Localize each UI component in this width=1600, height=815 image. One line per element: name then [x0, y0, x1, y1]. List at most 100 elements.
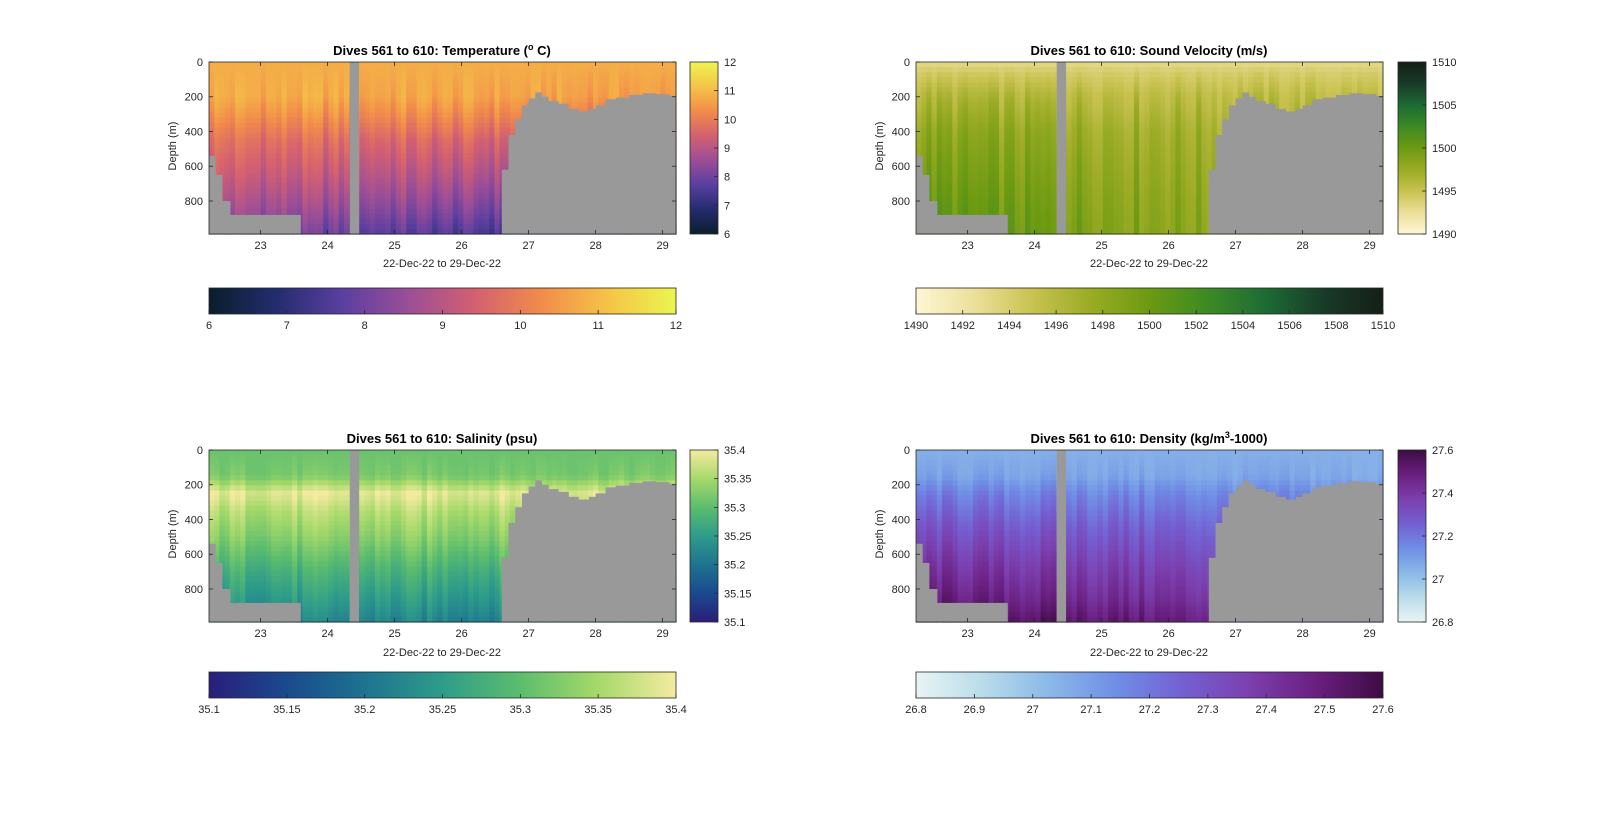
data-cell — [338, 132, 345, 139]
data-cell — [343, 87, 350, 93]
data-cell — [416, 142, 423, 149]
data-cell — [921, 102, 927, 109]
data-cell — [634, 67, 641, 73]
data-cell — [941, 178, 948, 185]
data-cell — [442, 223, 449, 230]
data-cell — [468, 112, 475, 119]
data-cell — [665, 62, 672, 68]
data-cell — [1009, 178, 1016, 185]
data-cell — [494, 193, 501, 200]
data-cell — [1040, 213, 1047, 220]
data-cell — [1133, 67, 1140, 73]
data-cell — [250, 97, 257, 104]
data-cell — [292, 193, 298, 200]
data-cell — [941, 112, 948, 119]
profile-column — [947, 62, 953, 235]
data-cell — [375, 223, 381, 230]
data-cell — [1014, 62, 1021, 68]
data-cell — [286, 137, 293, 144]
data-cell — [286, 107, 293, 114]
data-cell — [1113, 198, 1119, 205]
data-cell — [952, 87, 959, 93]
data-cell — [250, 158, 257, 164]
data-cell — [292, 62, 298, 68]
data-cell — [921, 72, 927, 78]
data-cell — [983, 208, 990, 215]
data-cell — [312, 102, 319, 109]
data-cell — [463, 92, 470, 99]
data-cell — [473, 188, 480, 195]
data-cell — [369, 67, 376, 73]
data-cell — [364, 173, 371, 179]
data-cell — [489, 228, 495, 235]
data-cell — [1165, 203, 1171, 210]
data-cell — [957, 148, 964, 154]
data-cell — [1128, 92, 1135, 99]
data-cell — [271, 178, 278, 185]
data-cell — [250, 137, 257, 144]
data-cell — [993, 198, 1000, 205]
data-cell — [1024, 122, 1031, 129]
data-cell — [452, 223, 459, 230]
data-cell — [1144, 102, 1151, 109]
data-cell — [312, 112, 319, 119]
data-cell — [214, 148, 220, 154]
data-cell — [343, 208, 350, 215]
data-cell — [1009, 218, 1016, 225]
data-cell — [1040, 218, 1047, 225]
data-cell — [442, 117, 449, 124]
data-cell — [1009, 208, 1016, 215]
data-cell — [1092, 92, 1099, 99]
data-cell — [297, 67, 303, 73]
data-cell — [426, 142, 433, 149]
data-cell — [999, 168, 1005, 174]
data-cell — [973, 87, 979, 93]
data-cell — [1045, 203, 1052, 210]
data-cell — [473, 223, 480, 230]
data-cell — [988, 168, 995, 174]
profile-column — [962, 62, 969, 235]
data-cell — [941, 153, 948, 159]
data-cell — [297, 193, 303, 200]
data-cell — [447, 102, 454, 109]
data-cell — [494, 228, 501, 235]
data-cell — [1040, 132, 1047, 139]
profile-column — [364, 62, 371, 235]
data-cell — [993, 132, 1000, 139]
data-cell — [323, 193, 329, 200]
data-cell — [224, 173, 231, 179]
data-cell — [1066, 97, 1073, 104]
data-cell — [1159, 218, 1166, 225]
data-cell — [478, 158, 485, 164]
data-cell — [1092, 218, 1099, 225]
data-cell — [1097, 67, 1104, 73]
data-cell — [1123, 208, 1130, 215]
data-cell — [395, 97, 402, 104]
data-cell — [432, 163, 438, 169]
data-cell — [489, 82, 495, 88]
data-cell — [1149, 127, 1156, 134]
data-cell — [307, 72, 314, 78]
data-cell — [359, 193, 366, 200]
data-cell — [1030, 183, 1036, 190]
data-cell — [1082, 132, 1088, 139]
profile-column — [385, 62, 392, 235]
data-cell — [1165, 173, 1171, 179]
data-cell — [1040, 208, 1047, 215]
data-cell — [1087, 67, 1094, 73]
data-cell — [209, 137, 215, 144]
data-cell — [1092, 97, 1099, 104]
data-cell — [286, 97, 293, 104]
data-cell — [967, 67, 974, 73]
data-cell — [234, 107, 241, 114]
data-cell — [478, 183, 485, 190]
data-cell — [1076, 72, 1083, 78]
data-cell — [359, 218, 366, 225]
data-cell — [1133, 132, 1140, 139]
data-cell — [260, 148, 267, 154]
data-cell — [473, 137, 480, 144]
data-cell — [484, 72, 490, 78]
data-cell — [1123, 213, 1130, 220]
data-cell — [957, 72, 964, 78]
data-cell — [561, 62, 568, 68]
